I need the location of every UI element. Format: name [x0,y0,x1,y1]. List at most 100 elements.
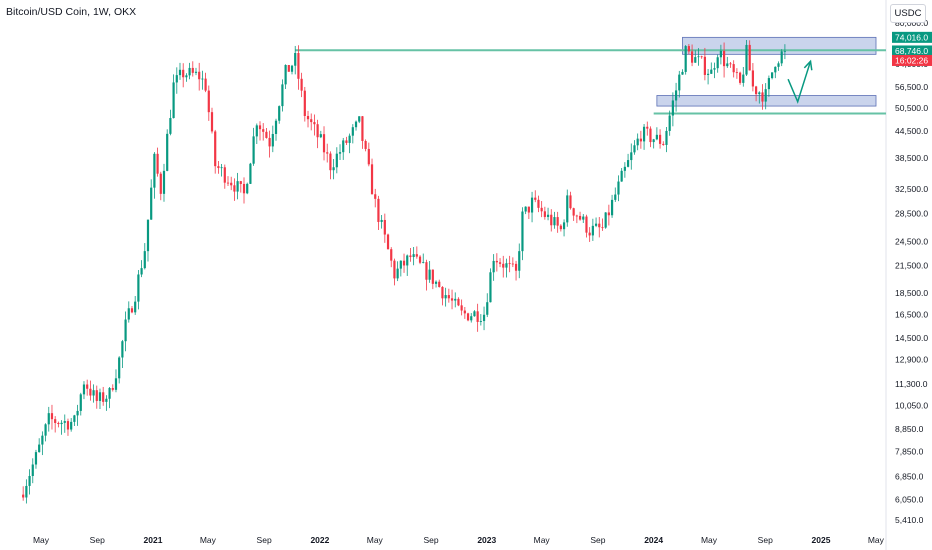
candle-body [665,130,668,145]
candle-body [409,255,412,258]
candle-body [706,73,710,75]
candle-body [204,78,207,91]
candle-body [338,152,342,154]
time-tick-label: Sep [758,535,773,545]
candle-body [559,225,562,230]
price-zone [682,36,877,55]
candle-body [242,183,246,194]
price-tick-label: 56,500.0 [895,82,928,92]
candle-body [658,134,662,144]
candle-body [326,152,329,154]
candle-body [82,384,86,395]
candle-body [540,207,543,212]
candle-body [582,216,585,220]
candle-body [745,44,748,75]
candle-body [482,314,486,322]
candle-body [575,215,578,217]
candle-body [406,255,409,266]
candle-body [479,321,482,322]
candle-body [470,316,473,321]
candle-body [79,394,82,411]
candle-body [646,126,649,129]
price-tick-label: 8,850.0 [895,424,924,434]
candle-body [601,227,604,229]
candle-body [694,57,697,63]
chart-plot-area [885,0,887,550]
candle-body [633,145,636,153]
candle-body [230,182,233,186]
candle-body [290,65,294,72]
time-axis[interactable]: May Sep 2021 May Sep 2022 May Sep 2023 May Sep 2024… [33,535,885,545]
candle-body [614,194,617,200]
candle-body [127,308,130,320]
candle-body [220,167,223,169]
candle-body [121,341,124,358]
price-axis[interactable]: 80,000.064,000.056,500.050,500.044,500.0… [895,18,928,525]
time-tick-label: May [868,535,885,545]
candle-body [428,269,431,280]
candle-body [742,74,745,83]
candle-body [438,281,441,287]
candle-body [748,44,751,71]
time-tick-label: 2022 [310,535,329,545]
time-tick-label: May [367,535,384,545]
time-tick-label: 2025 [812,535,831,545]
candle-body [726,63,729,67]
candle-body [57,422,60,425]
candle-body [604,212,607,228]
horizontal-levels [295,49,886,115]
time-tick-label: May [33,535,50,545]
candle-body [172,82,175,119]
candle-body [505,263,508,268]
candle-body [332,167,335,171]
candle-body [201,78,204,80]
candle-body [210,112,214,132]
price-tick-label: 16,500.0 [895,309,928,319]
candle-body [415,254,418,257]
time-tick-label: Sep [90,535,105,545]
candle-body [454,298,457,301]
candle-body [249,163,252,184]
candle-body [54,419,57,423]
candle-body [134,301,137,313]
candle-body [217,166,220,169]
candle-body [345,140,348,143]
price-tick-label: 7,850.0 [895,446,924,456]
time-tick-label: 2024 [644,535,663,545]
candle-body [758,92,761,95]
currency-selector[interactable]: USDC [890,4,926,23]
last-price-labels: 74,016.0 68,746.016:02:26 [892,31,932,66]
candle-body [761,92,764,102]
time-tick-label: May [534,535,551,545]
candle-body [262,129,265,132]
candle-body [630,152,633,161]
candle-body [514,263,518,271]
candle-body [367,148,370,165]
candle-body [214,131,217,167]
candle-body [566,195,569,223]
symbol-title[interactable]: Bitcoin/USD Coin, 1W, OKX [6,6,137,18]
candle-body [447,295,450,299]
candle-body [617,181,620,195]
price-tick-label: 50,500.0 [895,103,928,113]
candle-body [783,50,786,52]
candle-body [441,286,444,299]
candle-body [140,268,143,275]
candle-body [226,182,230,184]
candle-body [102,392,105,402]
candle-body [399,260,402,269]
candle-body [258,125,262,130]
candle-body [86,384,89,389]
candle-body [281,84,284,107]
price-label-tag [892,31,932,43]
candle-body [374,194,377,199]
candle-body [143,251,146,269]
candle-body [28,475,31,486]
candle-body [191,67,194,73]
candle-body [434,281,438,284]
candle-body [255,125,258,137]
candle-body [306,115,310,120]
candle-body [508,263,511,265]
candle-body [198,71,201,80]
